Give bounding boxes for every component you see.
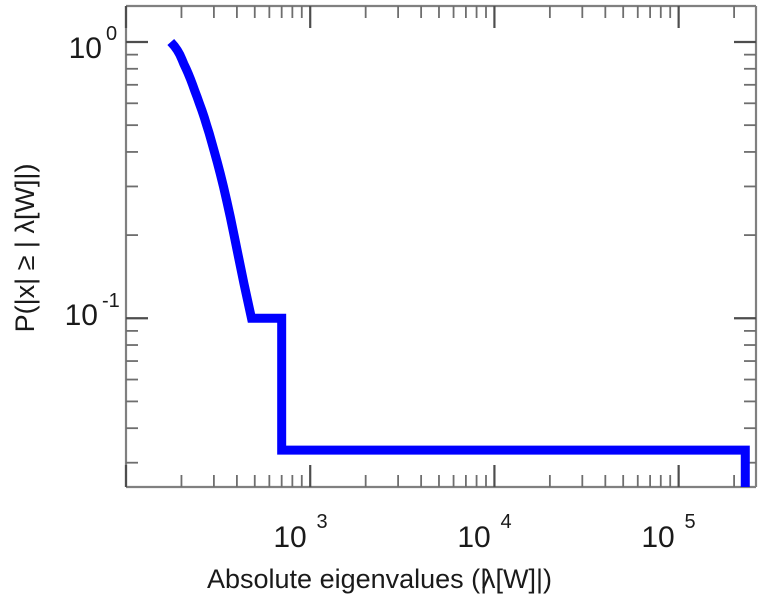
y-tick-exponent-0: 0 (106, 23, 117, 45)
tick-marks (124, 6, 756, 487)
data-series-0 (167, 39, 750, 487)
x-axis-title: Absolute eigenvalues (| λ[W]|) (207, 564, 552, 594)
x-tick-labels: 10 3 10 4 10 5 (273, 511, 695, 554)
data-series-layer (167, 39, 750, 487)
x-tick-mantissa-1: 10 (457, 521, 490, 554)
y-tick-label-0: 10 0 (69, 23, 118, 65)
x-tick-mantissa-2: 10 (641, 521, 674, 554)
y-tick-exponent-1: -1 (102, 290, 120, 312)
y-axis-title: P(|x| ≥ | λ[W]|) (10, 164, 40, 333)
x-axis-title-lead: Absolute eigenvalues (| (207, 564, 487, 594)
x-axis-title-tail: λ[W]|) (482, 564, 552, 594)
x-tick-exponent-1: 4 (500, 511, 511, 533)
y-tick-mantissa-1: 10 (65, 299, 98, 332)
x-tick-exponent-2: 5 (684, 511, 695, 533)
y-tick-label-1: 10 -1 (65, 290, 120, 332)
x-tick-label-0: 10 3 (273, 511, 327, 554)
y-tick-labels: 10 0 10 -1 (65, 23, 120, 332)
axes-frame (124, 4, 758, 489)
x-tick-label-2: 10 5 (641, 511, 695, 554)
x-tick-label-1: 10 4 (457, 511, 511, 554)
x-tick-mantissa-0: 10 (273, 521, 306, 554)
x-tick-exponent-0: 3 (316, 511, 327, 533)
y-tick-mantissa-0: 10 (69, 32, 102, 65)
